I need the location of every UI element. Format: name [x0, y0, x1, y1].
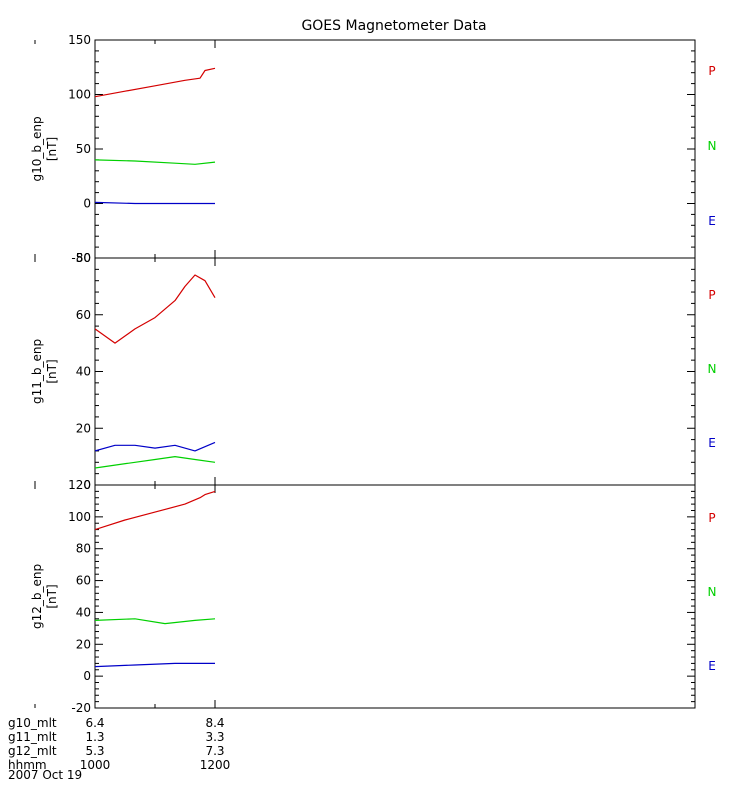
axis-row-value: 5.3 [85, 744, 104, 758]
y-tick-label: 60 [76, 308, 91, 322]
legend-E: E [708, 659, 716, 673]
legend-E: E [708, 436, 716, 450]
panel-frame [94, 257, 696, 486]
axis-row-name: g12_mlt [8, 744, 57, 758]
series-E-line [95, 201, 215, 205]
y-tick-label: 0 [83, 478, 91, 492]
y-tick-label: 50 [76, 142, 91, 156]
date-label: 2007 Oct 19 [8, 768, 82, 782]
legend-N: N [708, 139, 717, 153]
y-tick-label: -50 [71, 251, 91, 265]
axis-row-name: hhmm [8, 758, 47, 772]
series-group [95, 490, 216, 668]
panel-2: 0 20 40 60 80 g11_b_enp [nT] P N E [30, 251, 717, 492]
axis-row-g10_mlt: g10_mlt2.34.46.48.4 [8, 716, 225, 730]
axis-row-value: 6.4 [85, 716, 104, 730]
axis-row-value: 3.3 [205, 730, 224, 744]
panel-1: -50 0 50 100 150 g10_b_enp [nT] P N E [30, 33, 717, 265]
axis-row-value: 1000 [80, 758, 111, 772]
series-N-line [95, 456, 216, 469]
y-tick-label: 40 [76, 605, 91, 619]
y-tick-label: -20 [71, 701, 91, 715]
axis-row-name: g11_mlt [8, 730, 57, 744]
panel-frame [94, 484, 696, 709]
y-tick-label: 0 [83, 669, 91, 683]
series-E-line [95, 662, 215, 668]
y-tick-label: 150 [68, 33, 91, 47]
y-tick-label: 100 [68, 88, 91, 102]
legend-P: P [708, 511, 715, 525]
y-tick-label: 80 [76, 542, 91, 556]
legend-E: E [708, 214, 716, 228]
legend-P: P [708, 288, 715, 302]
y-tick-label: 0 [83, 197, 91, 211]
axis-row-name: g10_mlt [8, 716, 57, 730]
y-axis-label: g11_b_enp [30, 339, 44, 404]
bottom-axis: g10_mlt2.34.46.48.4g11_mlt21.323.31.33.3… [8, 716, 231, 772]
series-group [95, 274, 216, 469]
axis-row-value: 1200 [200, 758, 231, 772]
series-P-line [95, 274, 216, 344]
y-tick-label: 60 [76, 574, 91, 588]
chart-title: GOES Magnetometer Data [301, 18, 486, 34]
series-N-line [95, 159, 216, 165]
y-tick-label: 120 [68, 478, 91, 492]
series-P-line [95, 67, 216, 98]
y-tick-label: 100 [68, 510, 91, 524]
axis-row-value: 7.3 [205, 744, 224, 758]
legend-P: P [708, 64, 715, 78]
axis-row-value: 8.4 [205, 716, 224, 730]
series-N-line [95, 618, 216, 625]
y-axis-unit: [nT] [45, 584, 59, 608]
y-axis-unit: [nT] [45, 137, 59, 161]
y-axis-unit: [nT] [45, 359, 59, 383]
series-group [95, 67, 216, 205]
y-tick-label: 20 [76, 637, 91, 651]
y-tick-label: 20 [76, 421, 91, 435]
y-tick-label: 80 [76, 251, 91, 265]
axis-row-hhmm: hhmm0600080010001200 [8, 758, 231, 772]
series-E-line [95, 441, 216, 452]
axis-row-value: 1.3 [85, 730, 104, 744]
y-tick-label: 40 [76, 365, 91, 379]
legend-N: N [708, 585, 717, 599]
y-axis-label: g12_b_enp [30, 564, 44, 629]
series-P-line [95, 490, 216, 531]
panel-frame [94, 39, 696, 259]
legend-N: N [708, 362, 717, 376]
axis-row-g11_mlt: g11_mlt21.323.31.33.3 [8, 730, 225, 744]
y-axis-label: g10_b_enp [30, 116, 44, 181]
panel-3: -20 0 20 40 60 80 100 120 g12_b_enp [nT] P N E [30, 478, 717, 715]
